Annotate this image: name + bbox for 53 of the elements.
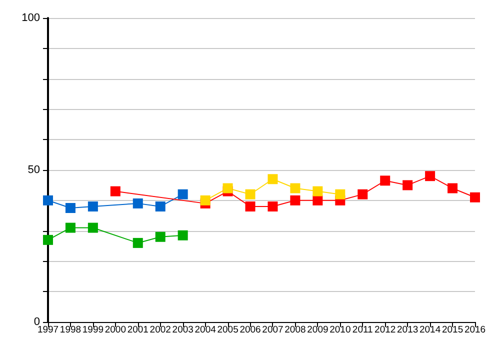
point (380, 176, 390, 186)
point (425, 171, 436, 182)
y-tick-label: 100 (22, 12, 40, 24)
x-tick-label: 1998 (60, 324, 82, 336)
point (132, 198, 143, 208)
point (312, 195, 323, 206)
point (65, 222, 76, 233)
point (178, 230, 188, 240)
x-tick-label: 2000 (104, 324, 126, 336)
point (43, 195, 53, 206)
point (222, 183, 233, 194)
point (155, 201, 166, 212)
point (470, 192, 480, 202)
point (448, 183, 458, 194)
x-tick-label: 2002 (150, 324, 171, 336)
point (290, 183, 300, 194)
x-tick-label: 2012 (374, 324, 396, 336)
point (155, 232, 166, 242)
point (268, 174, 278, 184)
point (88, 201, 98, 212)
point (358, 189, 368, 200)
point (402, 180, 413, 190)
point (290, 195, 300, 206)
x-tick-label: 2011 (352, 324, 373, 336)
x-tick-label: 2010 (330, 324, 351, 336)
point (245, 189, 256, 200)
point (268, 201, 278, 212)
x-tick-label: 2007 (262, 324, 284, 336)
point (110, 186, 120, 196)
point (43, 234, 53, 245)
x-tick-label: 2006 (240, 324, 261, 336)
x-tick-label: 2001 (127, 324, 148, 336)
y-tick-label: 50 (28, 164, 40, 176)
x-tick-label: 2016 (464, 324, 486, 336)
x-tick-label: 2004 (194, 324, 216, 336)
point (335, 189, 346, 200)
x-tick-label: 2009 (307, 324, 328, 336)
x-tick-label: 1999 (82, 324, 104, 336)
point (88, 222, 98, 233)
y-tick-label: 0 (34, 316, 40, 328)
point (312, 186, 323, 196)
x-tick-label: 2005 (217, 324, 238, 336)
point (65, 203, 76, 213)
x-tick-label: 2014 (419, 324, 441, 336)
x-tick-label: 1997 (37, 324, 59, 336)
x-tick-label: 2003 (172, 324, 194, 336)
point (200, 195, 210, 206)
point (245, 201, 256, 212)
x-tick-label: 2013 (397, 324, 418, 336)
x-tick-label: 2015 (442, 324, 464, 336)
point (132, 238, 143, 248)
x-tick-label: 2008 (284, 324, 306, 336)
point (178, 189, 188, 200)
